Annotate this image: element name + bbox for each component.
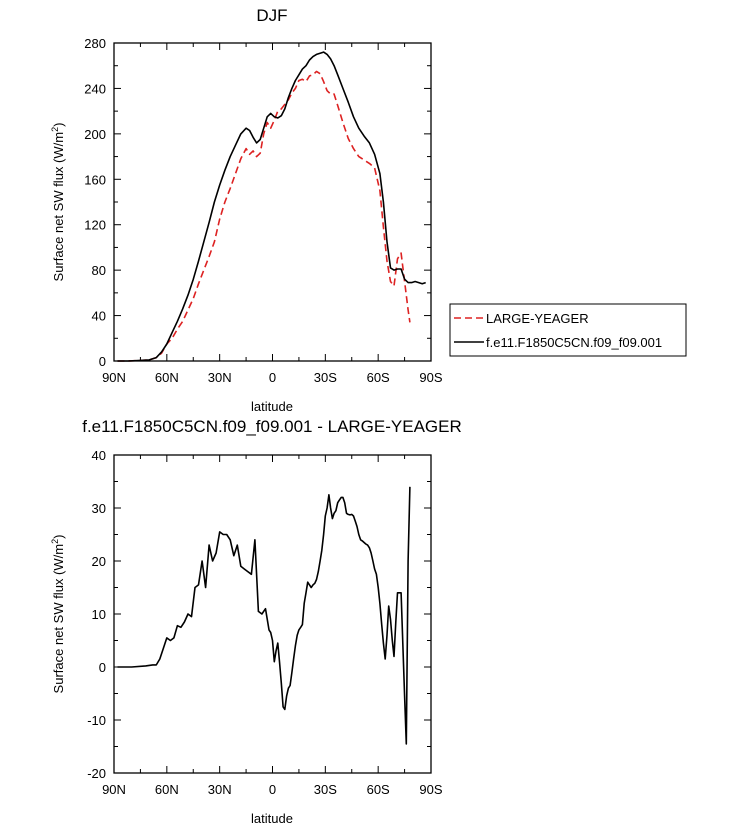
x-axis-label: latitude [251, 399, 293, 414]
plot-frame [113, 454, 432, 774]
x-tick-label: 60N [155, 370, 179, 385]
series-line-difference [117, 486, 411, 745]
tick-labels: 90N 60N 30N 0 30S 60S 90S -20 -10 0 10 20 30 40 [87, 448, 443, 797]
y-tick-label: 280 [84, 36, 106, 51]
tick-labels: 90N 60N 30N 0 30S 60S 90S 0 40 80 120 160 200 240 280 [84, 36, 443, 385]
y-tick-label: 30 [92, 501, 106, 516]
legend-box [449, 303, 687, 357]
y-tick-label: 80 [92, 263, 106, 278]
x-tick-label: 0 [269, 782, 276, 797]
y-axis-label: Surface net SW flux (W/m2) [50, 535, 66, 694]
y-tick-label: 200 [84, 127, 106, 142]
x-tick-label: 90S [419, 370, 442, 385]
chart-title: f.e11.F1850C5CN.f09_f09.001 - LARGE-YEAG… [82, 417, 462, 436]
series-lines [117, 486, 411, 745]
y-axis-label-superscript: 2 [50, 539, 60, 544]
y-tick-label: 160 [84, 172, 106, 187]
x-axis-label: latitude [251, 811, 293, 826]
ticks [113, 454, 432, 774]
plot-frame [113, 42, 432, 362]
y-tick-label: 240 [84, 81, 106, 96]
x-tick-label: 90N [102, 782, 126, 797]
series-line-f-e11-f1850c5cn-f09-f09-001 [117, 51, 426, 362]
x-tick-label: 60N [155, 782, 179, 797]
legend-label-large-yeager: LARGE-YEAGER [486, 311, 589, 326]
legend-label-f-e11: f.e11.F1850C5CN.f09_f09.001 [486, 335, 662, 350]
chart-djf: DJF 90N 60N 30N 0 30S 60S 90S 0 40 80 120 160 200 240… [50, 6, 687, 414]
x-tick-label: 0 [269, 370, 276, 385]
y-tick-label: 0 [99, 354, 106, 369]
y-tick-label: 20 [92, 554, 106, 569]
x-tick-label: 30S [314, 782, 337, 797]
legend: LARGE-YEAGER f.e11.F1850C5CN.f09_f09.001 [449, 303, 687, 357]
y-tick-label: -10 [87, 713, 106, 728]
y-tick-label: 10 [92, 607, 106, 622]
x-tick-label: 30N [208, 370, 232, 385]
x-tick-label: 30S [314, 370, 337, 385]
x-tick-label: 90S [419, 782, 442, 797]
chart-title: DJF [256, 6, 287, 25]
x-tick-label: 60S [367, 370, 390, 385]
series-lines [117, 51, 426, 362]
y-axis-label-superscript: 2 [50, 127, 60, 132]
y-tick-label: 120 [84, 218, 106, 233]
x-tick-label: 60S [367, 782, 390, 797]
x-tick-label: 90N [102, 370, 126, 385]
series-line-large-yeager [117, 70, 411, 362]
y-tick-label: 0 [99, 660, 106, 675]
y-axis-label: Surface net SW flux (W/m2) [50, 123, 66, 282]
x-tick-label: 30N [208, 782, 232, 797]
chart-difference: f.e11.F1850C5CN.f09_f09.001 - LARGE-YEAG… [50, 417, 462, 826]
y-tick-label: -20 [87, 766, 106, 781]
y-tick-label: 40 [92, 448, 106, 463]
y-tick-label: 40 [92, 309, 106, 324]
